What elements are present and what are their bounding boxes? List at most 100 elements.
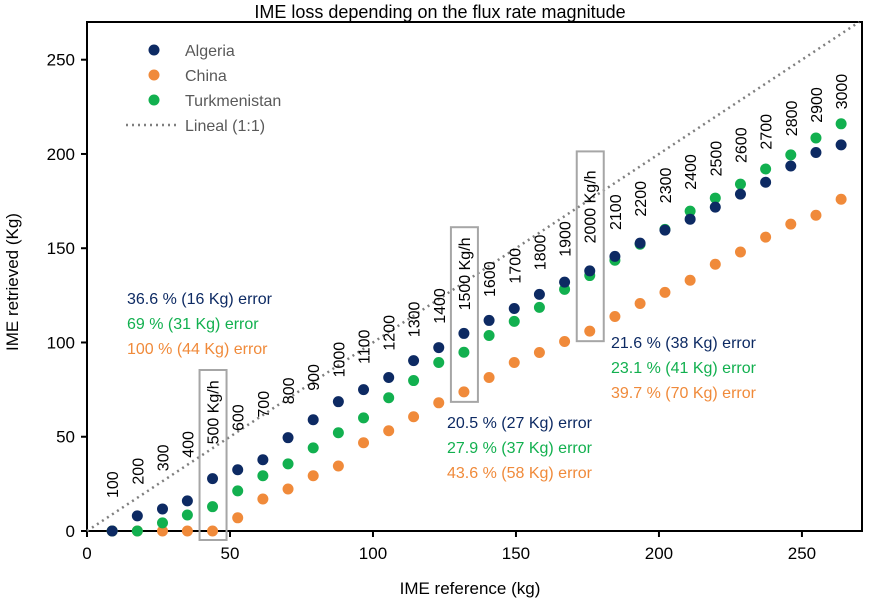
data-point-china <box>282 483 294 495</box>
x-tick-label: 50 <box>221 544 240 563</box>
data-point-china <box>634 297 646 309</box>
data-point-algeria <box>207 473 219 485</box>
data-point-china <box>760 231 772 243</box>
flux-rate-label: 1000 <box>331 342 348 378</box>
error-annotation: 100 % (44 Kg) error <box>127 341 268 358</box>
flux-rate-label: 700 <box>256 391 273 418</box>
flux-rate-label: 1800 <box>532 235 549 271</box>
x-tick-label: 0 <box>82 544 91 563</box>
data-point-china <box>181 525 193 537</box>
data-point-algeria <box>156 503 168 515</box>
data-point-turkmenistan <box>207 501 219 513</box>
chart-title: IME loss depending on the flux rate magn… <box>254 2 625 22</box>
flux-rate-label: 2800 <box>784 101 801 137</box>
data-point-algeria <box>332 396 344 408</box>
flux-rate-label: 2100 <box>608 194 625 230</box>
x-tick-label: 150 <box>502 544 530 563</box>
data-point-algeria <box>835 139 847 151</box>
flux-rate-label: 2300 <box>658 168 675 204</box>
data-point-turkmenistan <box>684 205 696 217</box>
legend-label: China <box>185 68 227 85</box>
data-point-turkmenistan <box>156 517 168 529</box>
data-point-china <box>358 437 370 449</box>
legend-marker-algeria <box>148 44 160 56</box>
data-point-turkmenistan <box>533 301 545 313</box>
highlight-box <box>198 369 228 541</box>
legend-label: Algeria <box>185 43 235 60</box>
data-point-china <box>785 218 797 230</box>
data-point-china <box>709 258 721 270</box>
y-tick-label: 200 <box>47 145 75 164</box>
flux-rate-label: 1400 <box>432 288 449 324</box>
data-point-turkmenistan <box>408 375 420 387</box>
reference-line-1-1 <box>86 20 860 533</box>
data-point-algeria <box>609 250 621 262</box>
error-annotation: 23.1 % (41 Kg) error <box>611 360 757 377</box>
data-point-china <box>684 274 696 286</box>
error-annotation: 27.9 % (37 Kg) error <box>447 440 593 457</box>
data-point-algeria <box>709 201 721 213</box>
data-point-turkmenistan <box>383 392 395 404</box>
data-point-algeria <box>307 414 319 426</box>
flux-rate-label: 1700 <box>507 248 524 284</box>
flux-rate-label: 2900 <box>809 87 826 123</box>
data-point-turkmenistan <box>232 485 244 497</box>
x-axis-label: IME reference (kg) <box>400 579 541 598</box>
flux-rate-label: 600 <box>231 404 248 431</box>
data-point-algeria <box>659 224 671 236</box>
flux-rate-label: 1200 <box>382 315 399 351</box>
flux-rate-label: 1300 <box>407 302 424 338</box>
flux-rate-label: 400 <box>180 431 197 458</box>
data-point-turkmenistan <box>709 192 721 204</box>
data-point-china <box>232 512 244 524</box>
data-point-algeria <box>810 146 822 158</box>
data-point-turkmenistan <box>734 178 746 190</box>
data-point-china <box>810 209 822 221</box>
flux-rate-label: 200 <box>130 458 147 485</box>
flux-rate-label: 2200 <box>633 181 650 217</box>
data-point-turkmenistan <box>257 470 269 482</box>
data-point-algeria <box>131 510 143 522</box>
data-point-turkmenistan <box>785 149 797 161</box>
data-point-china <box>332 460 344 472</box>
data-point-algeria <box>533 288 545 300</box>
data-point-turkmenistan <box>181 509 193 521</box>
legend-marker-turkmenistan <box>148 94 160 106</box>
legend-label: Lineal (1:1) <box>185 118 265 135</box>
highlight-box <box>575 150 605 343</box>
data-point-china <box>533 346 545 358</box>
flux-rate-label: 1600 <box>482 261 499 297</box>
data-point-turkmenistan <box>508 315 520 327</box>
data-point-algeria <box>181 495 193 507</box>
data-point-china <box>458 386 470 398</box>
data-point-algeria <box>684 213 696 225</box>
data-point-china <box>508 356 520 368</box>
data-point-china <box>609 310 621 322</box>
x-tick-label: 200 <box>645 544 673 563</box>
data-point-algeria <box>508 303 520 315</box>
y-tick-label: 0 <box>66 522 75 541</box>
legend-marker-china <box>148 69 160 81</box>
data-point-turkmenistan <box>810 132 822 144</box>
data-point-algeria <box>458 327 470 339</box>
data-point-algeria <box>282 432 294 444</box>
data-point-china <box>207 525 219 537</box>
data-point-china <box>408 411 420 423</box>
y-axis-label: IME retrieved (Kg) <box>3 213 22 351</box>
data-point-turkmenistan <box>835 118 847 130</box>
flux-rate-label: 1900 <box>558 221 575 257</box>
flux-rate-label: 2600 <box>733 127 750 163</box>
data-point-algeria <box>257 454 269 466</box>
data-point-china <box>433 397 445 409</box>
error-annotation: 39.7 % (70 Kg) error <box>611 385 757 402</box>
data-point-turkmenistan <box>332 427 344 439</box>
y-tick-label: 150 <box>47 239 75 258</box>
data-point-china <box>584 325 596 337</box>
data-point-china <box>257 493 269 505</box>
data-point-algeria <box>483 314 495 326</box>
error-annotation: 36.6 % (16 Kg) error <box>127 291 273 308</box>
flux-rate-label: 900 <box>306 364 323 391</box>
data-point-algeria <box>383 372 395 384</box>
flux-rate-label: 2700 <box>759 114 776 150</box>
data-point-algeria <box>785 160 797 172</box>
